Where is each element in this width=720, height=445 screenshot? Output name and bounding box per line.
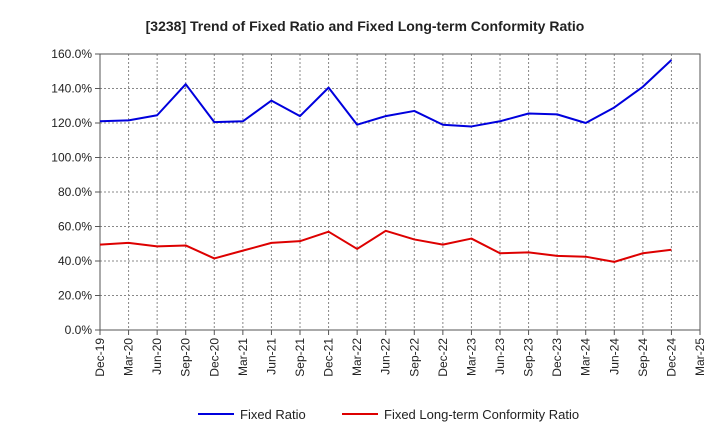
y-tick-label: 40.0% — [58, 254, 92, 268]
x-tick-label: Mar-25 — [693, 338, 707, 376]
axes: 0.0% 20.0% 40.0% 60.0% 80.0% 100.0% 120.0% 140.… — [51, 47, 707, 377]
x-tick-label: Mar-23 — [464, 338, 478, 376]
y-tick-label: 80.0% — [58, 185, 92, 199]
y-tick-label: 160.0% — [51, 47, 92, 61]
x-tick-label: Mar-24 — [579, 338, 593, 376]
x-tick-label: Dec-23 — [550, 338, 564, 377]
grid — [100, 54, 700, 330]
x-tick-label: Sep-24 — [636, 338, 650, 377]
legend-label: Fixed Long-term Conformity Ratio — [384, 407, 579, 422]
series-line-fixed-ratio — [99, 59, 673, 128]
legend-label: Fixed Ratio — [240, 407, 306, 422]
x-tick-label: Jun-20 — [150, 338, 164, 375]
legend: Fixed Ratio Fixed Long-term Conformity Ra… — [198, 407, 579, 422]
x-tick-label: Jun-21 — [264, 338, 278, 375]
x-tick-label: Mar-20 — [122, 338, 136, 376]
x-tick-label: Sep-22 — [407, 338, 421, 377]
y-tick-label: 0.0% — [65, 323, 93, 337]
x-tick-label: Dec-21 — [322, 338, 336, 377]
x-tick-label: Jun-22 — [379, 338, 393, 375]
x-tick-label: Mar-21 — [236, 338, 250, 376]
x-tick-label: Dec-22 — [436, 338, 450, 377]
y-tick-label: 60.0% — [58, 220, 92, 234]
x-tick-label: Sep-20 — [179, 338, 193, 377]
x-tick-label: Jun-23 — [493, 338, 507, 375]
x-tick-label: Mar-22 — [350, 338, 364, 376]
y-tick-label: 120.0% — [51, 116, 92, 130]
x-tick-label: Sep-21 — [293, 338, 307, 377]
x-tick-label: Dec-24 — [664, 338, 678, 377]
y-tick-label: 100.0% — [51, 151, 92, 165]
y-tick-label: 140.0% — [51, 82, 92, 96]
y-tick-label: 20.0% — [58, 289, 92, 303]
x-tick-label: Dec-20 — [207, 338, 221, 377]
plot-border — [99, 53, 701, 331]
x-tick-label: Jun-24 — [607, 338, 621, 375]
x-tick-label: Sep-23 — [522, 338, 536, 377]
chart-title: [3238] Trend of Fixed Ratio and Fixed Lo… — [146, 18, 585, 34]
x-tick-label: Dec-19 — [93, 338, 107, 377]
series-line-fixed-long-term-conformity-ratio — [99, 229, 672, 263]
series-lines — [99, 59, 673, 263]
